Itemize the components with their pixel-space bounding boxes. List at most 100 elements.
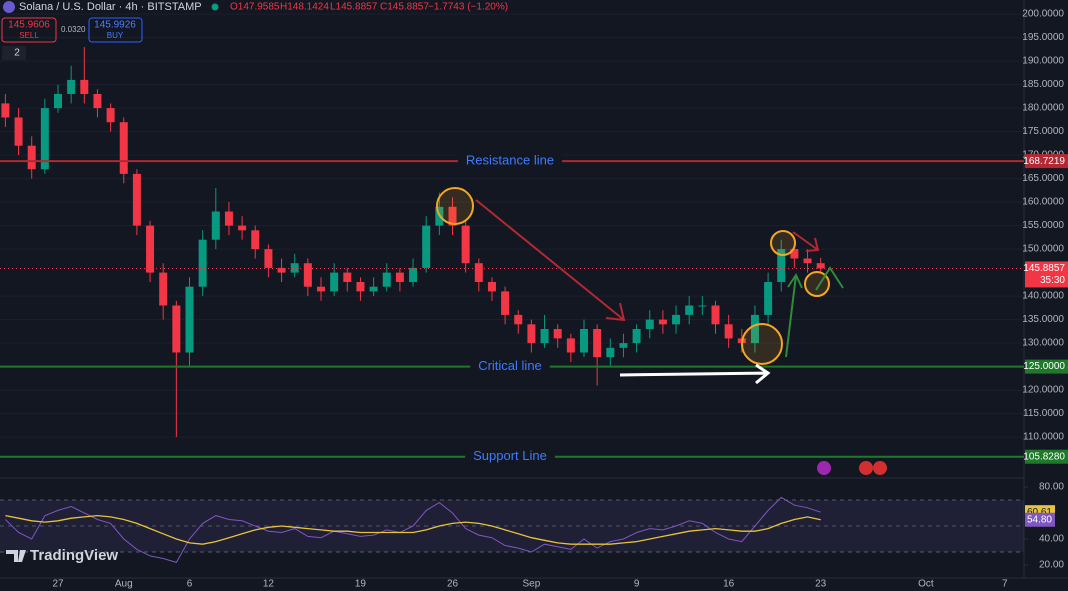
price-badge-label: 125.0000 — [1023, 361, 1065, 372]
rsi-badge-label: 60.61 — [1027, 507, 1052, 518]
price-badge — [1025, 359, 1068, 374]
candle-body — [290, 263, 299, 273]
candle-body — [422, 225, 431, 268]
candle-body — [80, 79, 89, 95]
candle-body — [685, 305, 694, 315]
candle-body — [409, 267, 418, 283]
layers-toggle[interactable] — [2, 46, 26, 60]
candle-body — [238, 225, 247, 231]
event-icon[interactable] — [859, 461, 873, 475]
line-label: Critical line — [478, 358, 542, 373]
candle-body — [619, 343, 628, 348]
y-tick-label: 195.0000 — [1022, 32, 1064, 43]
label-background — [465, 449, 555, 464]
x-tick-label: 6 — [187, 579, 193, 590]
y-tick-label: 140.0000 — [1022, 291, 1064, 302]
x-tick-label: 19 — [355, 579, 367, 590]
candle-body — [224, 211, 233, 226]
change: −1.7743 (−1.20%) — [428, 2, 508, 13]
ma-badge — [1025, 512, 1055, 527]
y-tick-label: 20.00 — [1039, 560, 1064, 571]
rsi-ma-line — [5, 514, 821, 545]
candle-body — [514, 314, 523, 325]
price-badge-label: 145.8857 — [1023, 263, 1065, 274]
highlight-circle — [436, 187, 474, 225]
buy-button[interactable] — [88, 17, 143, 43]
candle-body — [93, 94, 102, 109]
candle-body — [303, 263, 312, 287]
y-tick-label: 150.0000 — [1022, 244, 1064, 255]
candle-body — [317, 286, 325, 292]
line-label: Support Line — [473, 448, 547, 463]
y-tick-label: 190.0000 — [1022, 56, 1064, 67]
candle-body — [382, 272, 391, 287]
ohlc-open: O147.9585 — [230, 2, 280, 13]
layers-count: 2 — [14, 48, 20, 59]
candle-body — [159, 272, 168, 306]
sell-button[interactable] — [1, 17, 57, 43]
candle-body — [356, 282, 365, 292]
candle-body — [487, 282, 496, 292]
spread: 0.0320 — [61, 25, 86, 34]
candle-body — [264, 249, 273, 268]
price-badge-label: 105.8280 — [1023, 451, 1065, 462]
event-icon[interactable] — [873, 461, 887, 475]
candle-body — [106, 108, 115, 123]
candle-body — [343, 272, 352, 283]
candle-body — [461, 225, 470, 264]
candle-body — [40, 108, 49, 170]
header: Solana / U.S. Dollar · 4h · BITSTAMP O14… — [1, 1, 508, 564]
symbol: Solana / U.S. Dollar · 4h · BITSTAMP — [19, 1, 202, 13]
candle-body — [330, 272, 339, 292]
candle-body — [146, 225, 155, 273]
price-badge — [1025, 261, 1068, 288]
y-tick-label: 200.0000 — [1022, 9, 1064, 20]
candle-body — [593, 329, 602, 358]
y-tick-label: 115.0000 — [1023, 408, 1064, 419]
price-badge — [1025, 449, 1068, 464]
candle-body — [395, 272, 404, 283]
candle-body — [816, 263, 825, 269]
candle-body — [764, 282, 773, 315]
y-tick-label: 110.0000 — [1023, 432, 1064, 443]
x-tick-label: 16 — [723, 579, 735, 590]
y-tick-label: 165.0000 — [1022, 173, 1064, 184]
arrow — [792, 231, 820, 252]
candle-body — [698, 305, 707, 307]
x-tick-label: Aug — [115, 579, 133, 590]
marks: 110.0000 115.0000 120.0000 130.0000 135.0000… — [0, 9, 1068, 590]
highlight-circle — [770, 230, 796, 256]
brand-logo — [6, 550, 26, 562]
candle-body — [632, 329, 641, 344]
candle-body — [724, 324, 733, 339]
x-tick-label: 27 — [52, 579, 64, 590]
y-tick-label: 130.0000 — [1022, 338, 1064, 349]
candle-body — [211, 211, 220, 240]
candle-body — [527, 324, 536, 344]
candle-body — [14, 117, 23, 146]
buy-label: BUY — [107, 31, 124, 40]
candle-body — [580, 329, 588, 353]
candle-body — [711, 305, 720, 325]
x-tick-label: 23 — [815, 579, 827, 590]
candle-body — [251, 230, 260, 250]
y-tick-label: 185.0000 — [1022, 79, 1064, 90]
label-background — [470, 359, 550, 374]
event-icon[interactable] — [817, 461, 831, 475]
candle-body — [1, 103, 10, 118]
label-background — [457, 154, 563, 169]
candle-body — [27, 145, 36, 170]
candle-body — [501, 291, 510, 315]
arrow — [785, 272, 803, 358]
x-tick-label: Sep — [523, 579, 541, 590]
candle-body — [277, 267, 286, 273]
arrow — [815, 266, 844, 291]
candle-body — [54, 94, 62, 109]
status-dot — [211, 3, 219, 11]
highlight-circle — [741, 323, 783, 365]
arrow — [619, 363, 771, 385]
candle-body — [369, 286, 378, 292]
